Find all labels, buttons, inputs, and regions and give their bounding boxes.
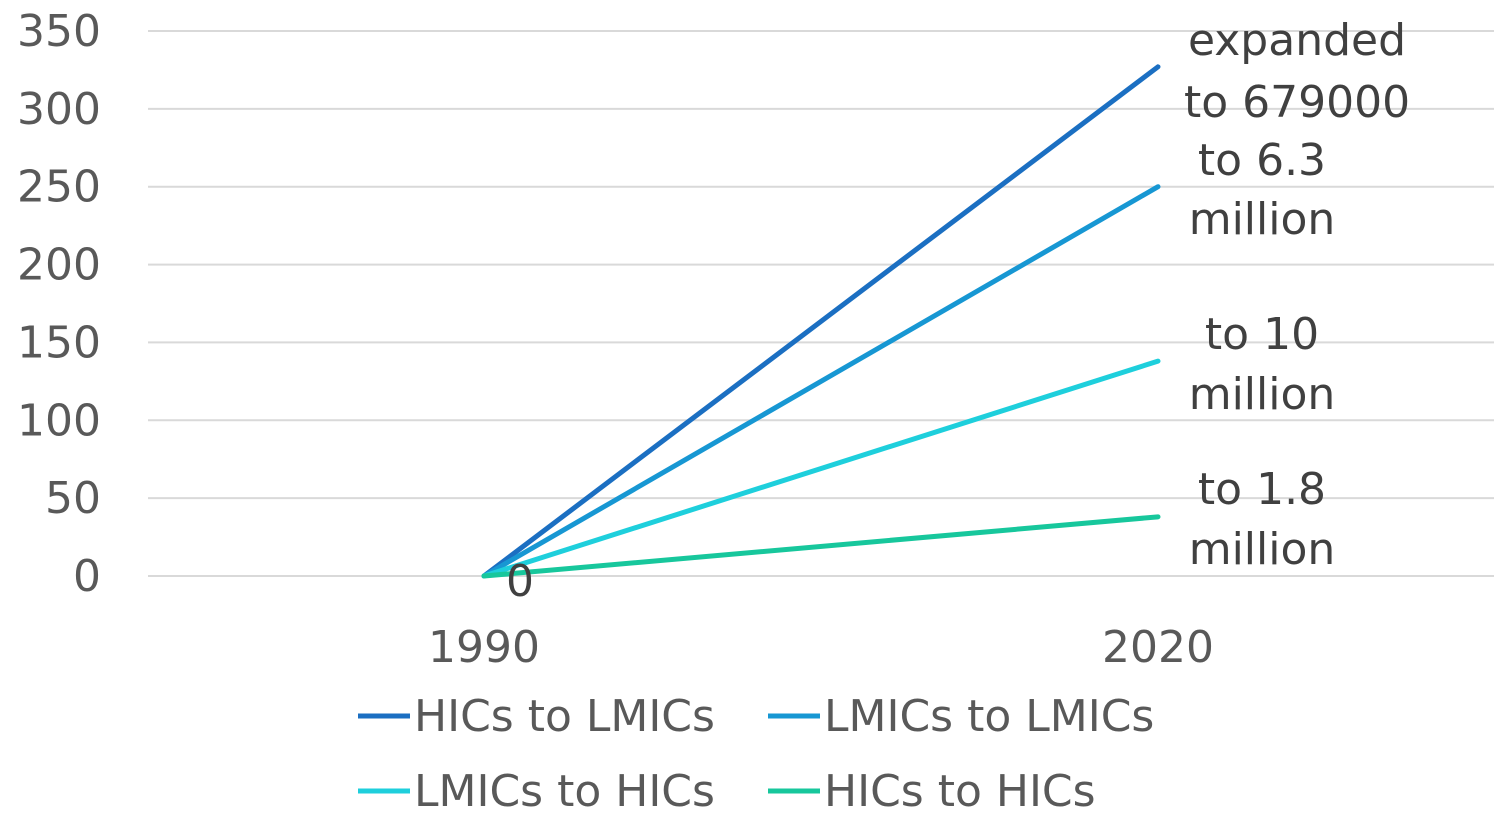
x-axis-ticks: 1990 2020 xyxy=(428,622,1214,673)
y-axis-ticks: 0 50 100 150 200 250 300 350 xyxy=(17,6,101,602)
legend-label: HICs to LMICs xyxy=(414,691,715,742)
data-label: to 6.3 xyxy=(1198,135,1326,186)
gridlines xyxy=(148,30,1494,577)
y-tick-label: 0 xyxy=(73,551,101,602)
y-tick-label: 250 xyxy=(17,162,101,213)
series-line xyxy=(481,184,1161,579)
data-labels: expanded to 679000 to 6.3 million to 10 milli… xyxy=(506,15,1410,607)
data-label: expanded xyxy=(1188,15,1406,66)
y-tick-label: 100 xyxy=(17,395,101,446)
x-tick-label: 2020 xyxy=(1102,622,1214,673)
y-tick-label: 200 xyxy=(17,240,101,291)
data-label: million xyxy=(1189,194,1336,245)
x-tick-label: 1990 xyxy=(428,622,540,673)
y-tick-label: 50 xyxy=(45,473,101,524)
y-tick-label: 150 xyxy=(17,317,101,368)
data-label: million xyxy=(1189,369,1336,420)
data-label: to 1.8 xyxy=(1198,464,1326,515)
data-label-zero: 0 xyxy=(506,556,534,607)
series-line xyxy=(481,358,1161,579)
y-tick-label: 300 xyxy=(17,84,101,135)
data-label: to 679000 xyxy=(1184,77,1410,128)
legend: HICs to LMICs LMICs to LMICs LMICs to HICs… xyxy=(358,691,1154,817)
data-label: to 10 xyxy=(1205,309,1319,360)
series-line xyxy=(481,514,1161,579)
series-line xyxy=(481,64,1161,579)
data-label: million xyxy=(1189,524,1336,575)
series-lines xyxy=(481,64,1161,579)
legend-label: LMICs to HICs xyxy=(414,766,715,817)
y-tick-label: 350 xyxy=(17,6,101,57)
legend-label: HICs to HICs xyxy=(824,766,1096,817)
legend-label: LMICs to LMICs xyxy=(824,691,1154,742)
